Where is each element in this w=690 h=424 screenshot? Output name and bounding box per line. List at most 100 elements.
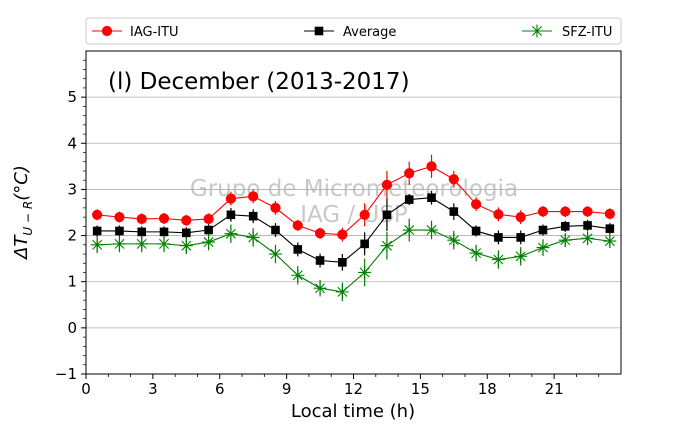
y-axis-label-text: ΔTU − R(°C) [11,165,35,261]
data-point [560,206,571,217]
data-point [337,229,348,240]
legend-box [85,17,622,45]
data-point [494,233,503,242]
data-point [314,26,324,36]
data-point [202,235,216,249]
y-axis-label-main: ΔT [11,234,32,261]
data-point [270,202,281,213]
data-point [449,207,459,216]
data-point [114,212,125,223]
chart-title: (l) December (2013-2017) [108,69,410,95]
data-point [382,210,392,220]
data-point [583,221,592,230]
data-point [380,239,394,253]
y-tick-label: 3 [67,180,77,198]
x-tick-label: 12 [344,380,363,398]
data-point [179,239,193,253]
data-point [538,225,548,235]
y-tick-label: −1 [55,365,77,383]
data-point [291,268,305,282]
data-point [360,239,369,249]
x-tick-label: 15 [411,380,430,398]
x-tick-label: 6 [215,380,225,398]
data-point [582,206,593,217]
x-tick-label: 0 [81,380,91,398]
data-point [157,237,171,251]
data-point [603,234,617,248]
data-point [514,249,528,263]
data-point [471,199,482,210]
data-point [338,258,347,267]
y-tick-label: 2 [67,227,77,245]
data-point [516,233,525,242]
data-point [469,246,483,260]
data-point [426,161,437,172]
data-point [248,191,259,202]
data-point [224,227,238,241]
legend-label: IAG-ITU [130,25,179,40]
data-point [292,220,303,231]
data-point [515,212,526,223]
x-tick-label: 9 [282,380,292,398]
data-point [530,24,544,38]
y-tick-label: 0 [67,319,77,337]
data-point [158,213,170,224]
data-point [268,247,282,261]
data-point [404,195,414,204]
data-point [90,238,104,252]
data-point [359,209,370,220]
y-axis-label: ΔTU − R(°C) [11,165,35,261]
data-point [358,265,372,279]
data-point [558,233,572,247]
legend-label: SFZ-ITU [562,25,612,40]
data-point [471,226,481,236]
data-point [248,211,258,221]
series-iag-itu [92,154,615,242]
y-axis-label-subscript: U − R [21,201,35,236]
data-point [92,209,103,220]
data-point [182,228,191,238]
data-point [314,228,326,239]
data-point [136,213,147,225]
data-point [381,179,393,190]
y-tick-label: 4 [67,134,77,152]
data-point [159,227,169,237]
series-average [92,190,615,271]
data-point [181,215,192,226]
data-point [271,225,280,235]
series-layer [90,154,617,302]
data-point [491,253,505,267]
legend: IAG-ITU Average SFZ-ITU [85,17,622,45]
data-point [225,193,236,204]
axes [81,50,622,379]
data-point [315,256,325,265]
data-point [536,241,550,255]
legend-label: Average [343,25,396,40]
data-point [402,223,416,237]
data-point [135,237,149,251]
data-point [404,168,415,179]
data-point [425,223,439,237]
data-point [581,231,595,245]
data-point [246,230,260,244]
y-axis-label-unit: (°C) [11,165,32,201]
grid [86,96,621,329]
data-point [204,225,213,235]
data-point [115,226,124,236]
data-point [605,224,615,233]
x-tick-label: 21 [545,380,564,398]
data-point [448,174,459,185]
x-tick-label: 18 [478,380,497,398]
x-tick-label: 3 [148,380,158,398]
data-point [427,193,436,203]
data-point [313,281,327,295]
data-point [92,226,102,236]
data-point [203,213,214,225]
data-point [112,237,126,251]
series-sfz-itu [90,218,617,302]
data-point [226,210,236,220]
